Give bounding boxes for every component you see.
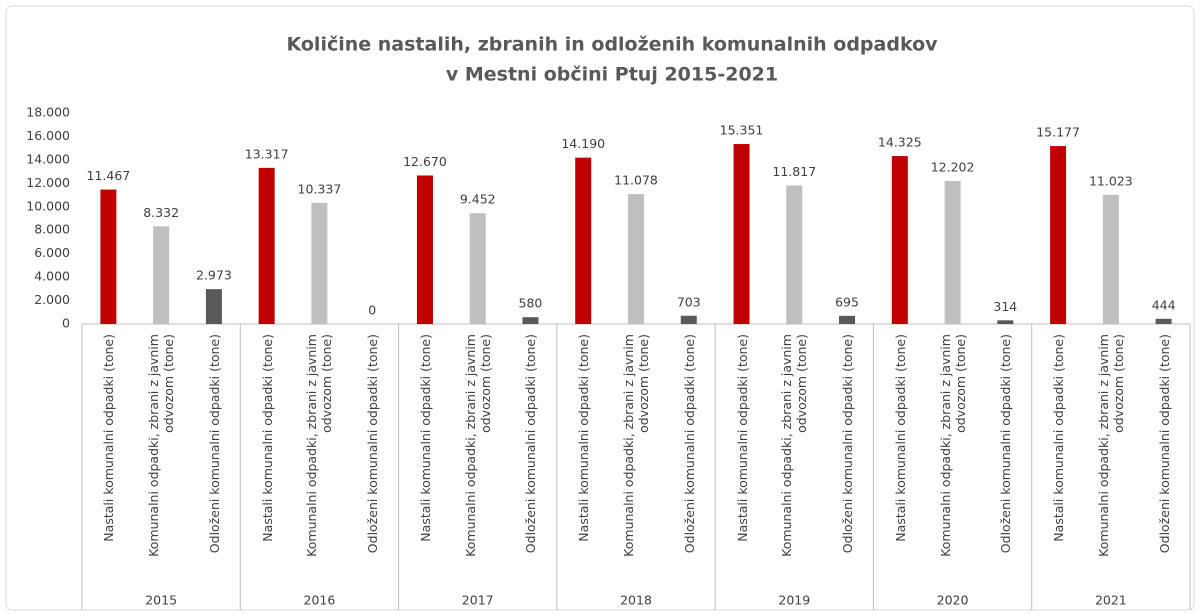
x-tick-label: Komunalni odpadki, zbrani z javnim odvoz…	[304, 334, 335, 557]
bar	[522, 317, 539, 324]
y-tick-label: 18.000	[26, 105, 70, 120]
x-group-label: 2016	[304, 593, 336, 608]
y-tick-label: 14.000	[26, 151, 70, 166]
bar	[839, 315, 856, 324]
bar	[1050, 146, 1067, 324]
x-tick-label: Odloženi komunalni odpadki (tone)	[681, 334, 697, 554]
x-tick-label: Komunalni odpadki, zbrani z javnim odvoz…	[621, 334, 651, 557]
y-tick-label: 16.000	[26, 128, 70, 143]
bar	[153, 226, 170, 324]
x-group-label: 2020	[937, 593, 969, 608]
bar	[944, 180, 961, 324]
data-label: 11.467	[87, 168, 131, 183]
data-label: 444	[1152, 297, 1176, 312]
x-tick-label: Nastali komunalni odpadki (tone)	[417, 334, 433, 542]
bar	[733, 144, 750, 324]
bar	[205, 289, 222, 324]
x-tick-label: Odloženi komunalni odpadki (tone)	[839, 334, 855, 554]
x-tick-label: Komunalni odpadki, zbrani z javnim odvoz…	[779, 334, 810, 557]
bar	[575, 157, 592, 324]
data-label: 11.023	[1089, 173, 1133, 188]
data-label: 314	[993, 299, 1017, 314]
data-label: 15.351	[720, 123, 764, 138]
x-tick-label: Odloženi komunalni odpadki (tone)	[522, 334, 538, 554]
data-label: 580	[519, 296, 543, 311]
x-tick-label: Nastali komunalni odpadki (tone)	[734, 334, 750, 542]
y-tick-label: 10.000	[26, 198, 70, 213]
bar	[469, 213, 486, 324]
x-group-label: 2015	[145, 593, 177, 608]
bar	[416, 175, 433, 324]
data-label: 11.817	[772, 164, 816, 179]
x-tick-label: Nastali komunalni odpadki (tone)	[100, 334, 116, 542]
x-tick-label: Komunalni odpadki, zbrani z javnim odvoz…	[1095, 334, 1126, 557]
bar	[891, 156, 908, 324]
data-label: 13.317	[245, 146, 289, 161]
x-tick-label: Odloženi komunalni odpadki (tone)	[997, 334, 1013, 554]
y-tick-label: 4.000	[34, 269, 70, 284]
x-tick-label: Nastali komunalni odpadki (tone)	[259, 334, 275, 542]
x-tick-label: Odloženi komunalni odpadki (tone)	[364, 334, 380, 554]
x-group-label: 2019	[778, 593, 810, 608]
bar	[680, 315, 697, 324]
x-tick-label: Nastali komunalni odpadki (tone)	[575, 334, 591, 542]
bar	[1102, 194, 1119, 324]
y-tick-label: 12.000	[26, 175, 70, 190]
y-tick-label: 2.000	[34, 292, 70, 307]
x-tick-label: Komunalni odpadki, zbrani z javnim odvoz…	[937, 334, 968, 557]
data-label: 11.078	[614, 173, 658, 188]
data-label: 14.325	[878, 135, 922, 150]
data-label: 0	[368, 303, 376, 318]
data-label: 8.332	[143, 205, 179, 220]
bar	[997, 320, 1014, 324]
data-label: 14.190	[561, 136, 605, 151]
x-tick-label: Nastali komunalni odpadki (tone)	[1050, 334, 1066, 542]
chart-title: Količine nastalih, zbranih in odloženih …	[286, 34, 938, 56]
bar	[100, 189, 117, 324]
y-tick-label: 6.000	[34, 245, 70, 260]
bar	[628, 194, 644, 324]
bar	[258, 167, 275, 324]
data-label: 12.202	[931, 159, 975, 174]
y-tick-label: 0	[62, 316, 70, 331]
data-label: 15.177	[1036, 125, 1080, 140]
x-tick-label: Komunalni odpadki, zbrani z javnim odvoz…	[146, 334, 177, 557]
x-group-label: 2018	[620, 593, 652, 608]
x-tick-label: Nastali komunalni odpadki (tone)	[892, 334, 908, 542]
chart-subtitle: v Mestni občini Ptuj 2015-2021	[446, 64, 778, 86]
data-label: 9.452	[460, 192, 496, 207]
bar	[311, 202, 328, 324]
data-label: 695	[835, 294, 859, 309]
data-label: 2.973	[196, 268, 232, 283]
bar	[786, 185, 803, 324]
data-label: 703	[677, 294, 701, 309]
data-label: 10.337	[298, 181, 342, 196]
data-label: 12.670	[403, 154, 447, 169]
x-tick-label: Odloženi komunalni odpadki (tone)	[1156, 334, 1172, 554]
x-group-label: 2017	[462, 593, 494, 608]
y-tick-label: 8.000	[34, 222, 70, 237]
x-group-label: 2021	[1095, 593, 1127, 608]
x-tick-label: Komunalni odpadki, zbrani z javnim odvoz…	[462, 334, 493, 557]
x-tick-label: Odloženi komunalni odpadki (tone)	[206, 334, 222, 554]
bar	[1155, 318, 1172, 324]
